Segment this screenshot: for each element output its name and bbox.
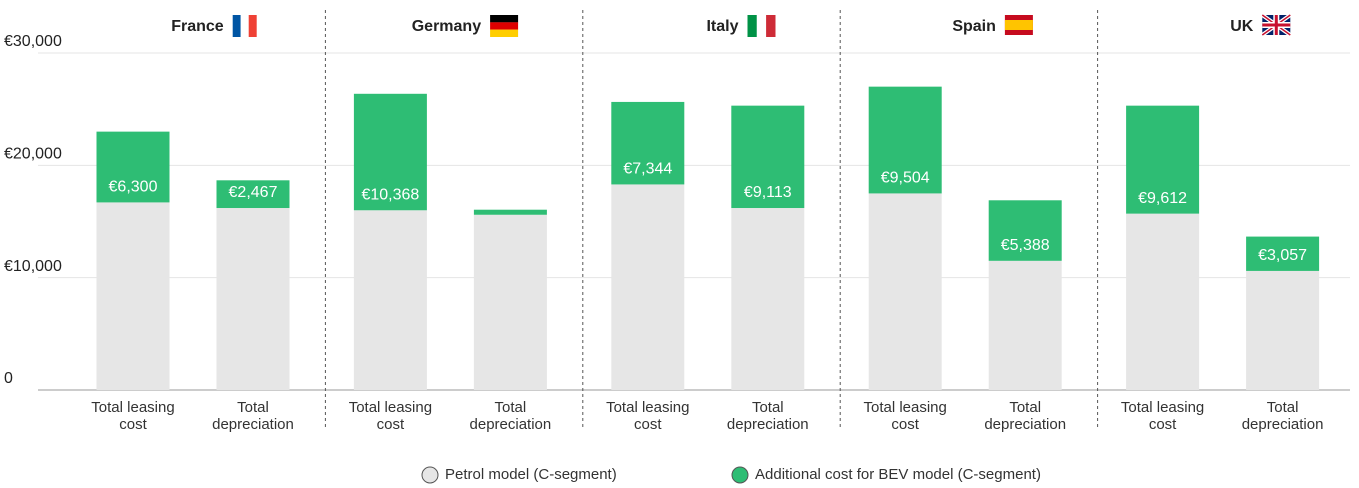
group-title: Spain [952, 18, 996, 35]
value-label: €2,467 [229, 184, 278, 201]
x-tick-label: Total leasing cost [863, 399, 947, 433]
flag [747, 15, 776, 37]
value-label: €7,344 [623, 161, 672, 178]
bar-segment [731, 208, 805, 390]
flag-part [490, 22, 519, 30]
x-tick-label: Total leasing cost [91, 399, 175, 433]
legend-swatch [421, 466, 439, 484]
value-label: €5,388 [1001, 237, 1050, 254]
group-title: Italy [706, 18, 738, 35]
bar-segment [868, 193, 942, 390]
flag-part [248, 15, 257, 37]
value-label: €10,368 [361, 186, 419, 203]
bar-segment [731, 105, 805, 209]
legend-label: Additional cost for BEV model (C-segment… [755, 466, 1041, 483]
bar-segment [216, 208, 290, 390]
flag-part [232, 15, 241, 37]
y-tick-label: €10,000 [4, 258, 62, 275]
flag [232, 15, 257, 37]
x-tick-label: Total leasing cost [348, 399, 433, 433]
group-title: UK [1230, 18, 1254, 35]
bar-segment [353, 93, 427, 211]
flag-part [240, 15, 249, 37]
bar-segment [1246, 270, 1320, 390]
bar-segment [1246, 236, 1320, 271]
bar-segment [1126, 105, 1200, 214]
flag-part [1262, 15, 1291, 35]
flag [1004, 15, 1033, 35]
y-tick-label: 0 [4, 370, 13, 387]
flag-part [766, 15, 776, 37]
bar-segment [473, 209, 547, 215]
bar-segment [988, 260, 1062, 390]
x-tick-label: Total depreciation [726, 399, 809, 433]
flag-part [756, 15, 767, 37]
group-title: Germany [412, 18, 481, 35]
legend-swatch [731, 466, 749, 484]
value-label: €3,057 [1258, 247, 1307, 264]
bar-segment [611, 184, 685, 390]
bar-segment [353, 210, 427, 390]
value-label: €9,612 [1138, 190, 1187, 207]
value-label: €9,504 [881, 170, 930, 187]
bar-segment [216, 180, 290, 209]
x-tick-label: Total leasing cost [606, 399, 690, 433]
flag [490, 15, 519, 37]
x-tick-label: Total depreciation [984, 399, 1067, 433]
bar-segment [1126, 213, 1200, 390]
bar-segment [473, 214, 547, 390]
x-tick-label: Total depreciation [469, 399, 552, 433]
x-tick-label: Total leasing cost [1120, 399, 1205, 433]
x-tick-label: Total depreciation [212, 399, 294, 433]
flag-part [490, 29, 519, 37]
bar-segment [868, 86, 942, 194]
y-tick-label: €20,000 [4, 146, 62, 163]
bar-segment [988, 200, 1062, 261]
flag [1261, 13, 1292, 37]
x-tick-label: Total depreciation [1241, 399, 1324, 433]
value-label: €6,300 [109, 179, 158, 196]
flag-part [747, 15, 757, 37]
flag-part [490, 15, 519, 23]
bar-segment [96, 202, 170, 390]
y-tick-label: €30,000 [4, 33, 62, 50]
flag-part [1004, 20, 1033, 30]
value-label: €9,113 [744, 184, 792, 201]
group-title: France [171, 18, 224, 35]
bar-segment [96, 131, 170, 203]
bar-segment [611, 101, 685, 185]
legend-label: Petrol model (C-segment) [445, 466, 617, 483]
